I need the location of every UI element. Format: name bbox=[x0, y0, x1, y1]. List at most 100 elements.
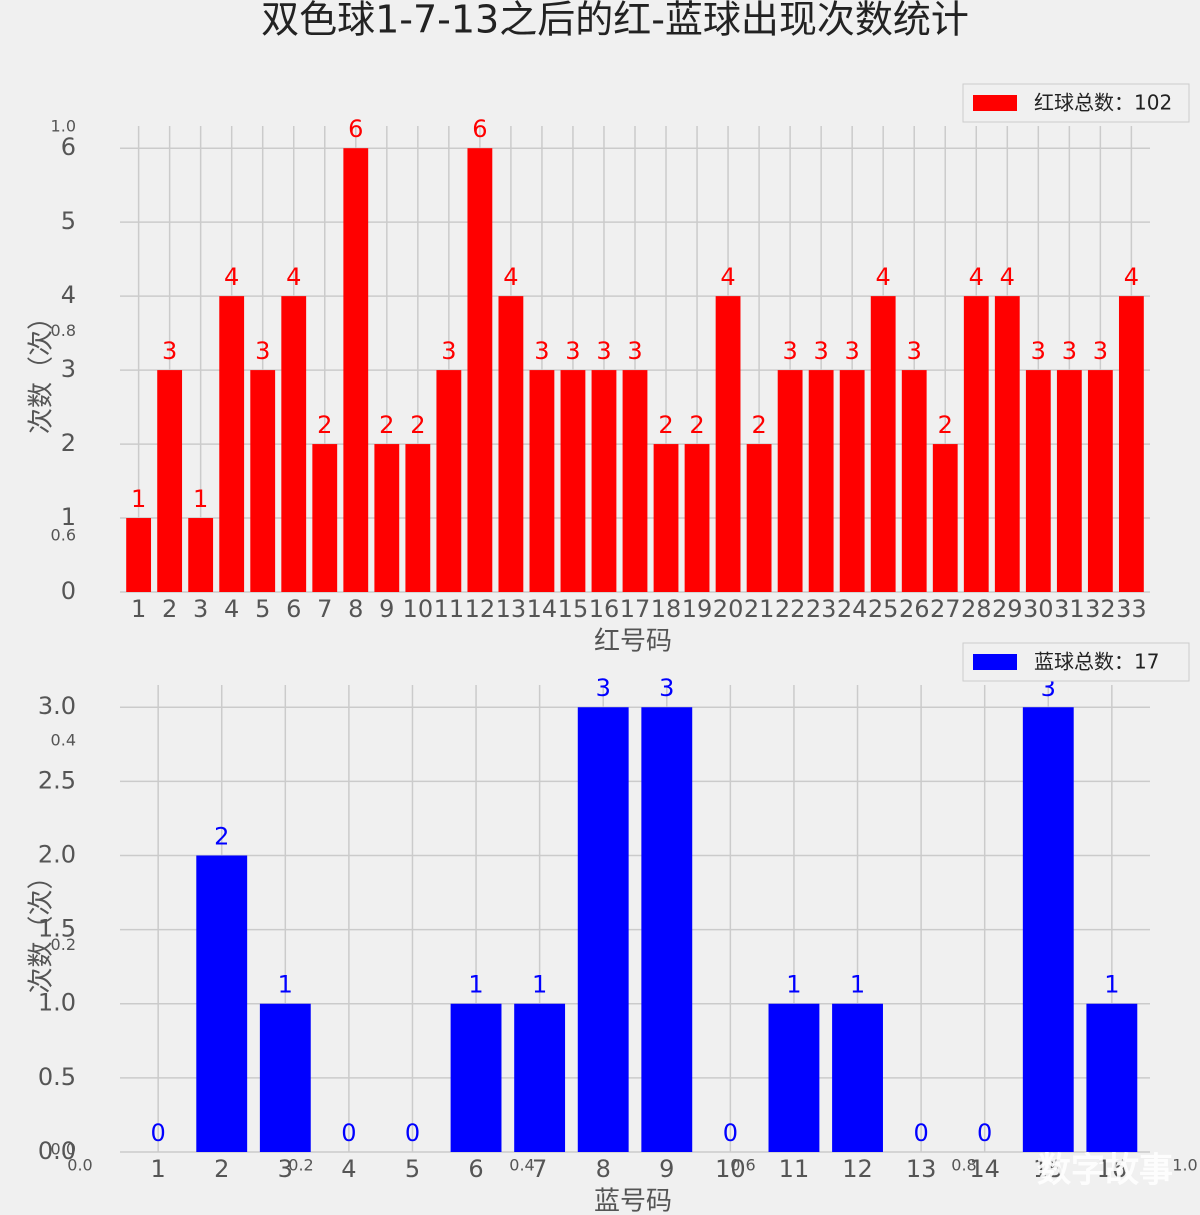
x-tick-label: 16 bbox=[589, 595, 620, 623]
bar bbox=[312, 444, 338, 592]
x-tick-label: 8 bbox=[348, 595, 363, 623]
value-label: 3 bbox=[596, 674, 611, 702]
y-tick-label: 0.5 bbox=[38, 1063, 76, 1091]
bar bbox=[126, 518, 152, 592]
value-label: 1 bbox=[786, 971, 801, 999]
y-axis-label: 次数（次） bbox=[27, 304, 57, 434]
value-label: 3 bbox=[255, 337, 270, 365]
value-label: 4 bbox=[876, 263, 891, 291]
value-label: 3 bbox=[596, 337, 611, 365]
y-tick-label: 2 bbox=[61, 429, 76, 457]
x-tick-label: 11 bbox=[779, 1155, 810, 1183]
value-label: 3 bbox=[845, 337, 860, 365]
x-tick-label: 15 bbox=[1033, 1155, 1064, 1183]
bar bbox=[196, 855, 248, 1152]
y-tick-label: 1.5 bbox=[38, 915, 76, 943]
value-label: 3 bbox=[1062, 337, 1077, 365]
value-label: 2 bbox=[938, 411, 953, 439]
value-label: 2 bbox=[689, 411, 704, 439]
y-tick-label: 1.0 bbox=[51, 117, 76, 136]
x-tick-label: 1.0 bbox=[1172, 1156, 1197, 1175]
bar bbox=[839, 370, 865, 592]
bar bbox=[901, 370, 927, 592]
x-tick-label: 9 bbox=[659, 1155, 674, 1183]
value-label: 3 bbox=[782, 337, 797, 365]
x-tick-label: 1 bbox=[131, 595, 146, 623]
x-tick-label: 0.0 bbox=[67, 1156, 92, 1175]
x-tick-label: 21 bbox=[744, 595, 775, 623]
y-tick-label: 5 bbox=[61, 207, 76, 235]
x-tick-label: 3 bbox=[193, 595, 208, 623]
x-axis-label: 蓝号码 bbox=[594, 1187, 672, 1215]
value-label: 0 bbox=[977, 1119, 992, 1147]
x-tick-label: 33 bbox=[1116, 595, 1147, 623]
bar bbox=[157, 370, 183, 592]
x-tick-label: 24 bbox=[837, 595, 868, 623]
y-tick-label: 0.8 bbox=[51, 321, 76, 340]
bar bbox=[250, 370, 276, 592]
bar bbox=[808, 370, 834, 592]
x-tick-label: 13 bbox=[906, 1155, 937, 1183]
y-tick-label: 4 bbox=[61, 281, 76, 309]
bar bbox=[529, 370, 555, 592]
y-tick-label: 0 bbox=[61, 577, 76, 605]
x-tick-label: 27 bbox=[930, 595, 961, 623]
value-label: 4 bbox=[286, 263, 301, 291]
value-label: 3 bbox=[659, 674, 674, 702]
x-tick-label: 12 bbox=[465, 595, 496, 623]
value-label: 4 bbox=[720, 263, 735, 291]
bar bbox=[777, 370, 803, 592]
value-label: 3 bbox=[1093, 337, 1108, 365]
value-label: 0 bbox=[151, 1119, 166, 1147]
bar bbox=[343, 148, 369, 592]
bar bbox=[870, 296, 896, 592]
value-label: 4 bbox=[969, 263, 984, 291]
bar bbox=[281, 296, 307, 592]
value-label: 0 bbox=[723, 1119, 738, 1147]
value-label: 3 bbox=[1031, 337, 1046, 365]
y-tick-label: 0.2 bbox=[51, 935, 76, 954]
bar bbox=[1056, 370, 1082, 592]
value-label: 2 bbox=[410, 411, 425, 439]
x-tick-label: 18 bbox=[651, 595, 682, 623]
x-tick-label: 31 bbox=[1054, 595, 1085, 623]
x-tick-label: 0.4 bbox=[509, 1156, 534, 1175]
value-label: 2 bbox=[317, 411, 332, 439]
value-label: 0 bbox=[405, 1119, 420, 1147]
bar bbox=[1025, 370, 1051, 592]
x-tick-label: 6 bbox=[286, 595, 301, 623]
legend-swatch bbox=[973, 654, 1017, 670]
x-tick-label: 14 bbox=[527, 595, 558, 623]
x-tick-label: 12 bbox=[842, 1155, 873, 1183]
x-tick-label: 7 bbox=[317, 595, 332, 623]
bar bbox=[577, 707, 629, 1152]
bar bbox=[963, 296, 989, 592]
y-tick-label: 1 bbox=[61, 503, 76, 531]
y-tick-label: 0.0 bbox=[38, 1137, 76, 1165]
x-tick-label: 7 bbox=[532, 1155, 547, 1183]
bar bbox=[994, 296, 1020, 592]
x-tick-label: 2 bbox=[214, 1155, 229, 1183]
x-tick-label: 6 bbox=[468, 1155, 483, 1183]
value-label: 1 bbox=[850, 971, 865, 999]
x-axis-label: 红号码 bbox=[594, 627, 672, 657]
value-label: 3 bbox=[627, 337, 642, 365]
x-tick-label: 15 bbox=[558, 595, 589, 623]
x-tick-label: 22 bbox=[775, 595, 806, 623]
value-label: 6 bbox=[348, 115, 363, 143]
bar bbox=[715, 296, 741, 592]
x-tick-label: 10 bbox=[403, 595, 434, 623]
value-label: 6 bbox=[472, 115, 487, 143]
y-tick-label: 1.0 bbox=[38, 989, 76, 1017]
bar bbox=[374, 444, 400, 592]
bar bbox=[219, 296, 245, 592]
value-label: 3 bbox=[907, 337, 922, 365]
x-tick-label: 32 bbox=[1085, 595, 1116, 623]
x-tick-label: 30 bbox=[1023, 595, 1054, 623]
value-label: 1 bbox=[193, 485, 208, 513]
value-label: 0 bbox=[913, 1119, 928, 1147]
value-label: 3 bbox=[814, 337, 829, 365]
x-tick-label: 5 bbox=[405, 1155, 420, 1183]
value-label: 4 bbox=[1124, 263, 1139, 291]
